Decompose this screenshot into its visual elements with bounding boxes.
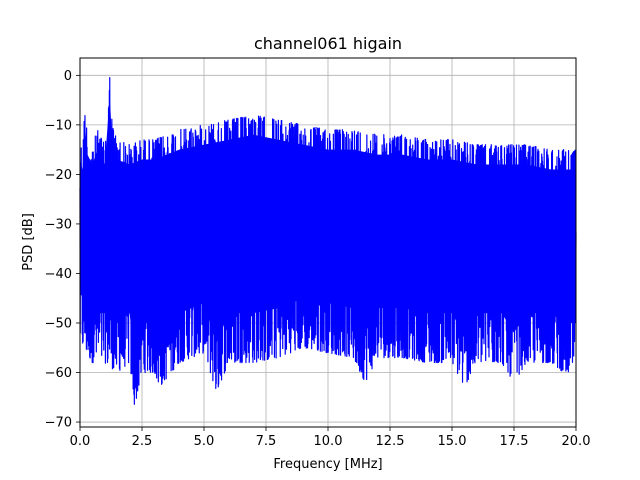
y-tick-label: 0 <box>64 69 72 84</box>
psd-series-band <box>80 95 576 358</box>
y-tick-label: −30 <box>45 217 72 232</box>
x-tick-label: 20.0 <box>562 434 591 449</box>
y-tick-label: −70 <box>45 416 72 431</box>
x-tick-label: 0.0 <box>70 434 91 449</box>
x-axis-ticks: 0.0 2.5 5.0 7.5 10.0 12.5 15.0 17.5 20.0 <box>70 427 591 449</box>
x-tick-label: 15.0 <box>438 434 467 449</box>
y-tick-label: −60 <box>45 366 72 381</box>
y-tick-label: −10 <box>45 118 72 133</box>
x-tick-label: 2.5 <box>132 434 153 449</box>
x-tick-label: 17.5 <box>500 434 529 449</box>
y-axis-label: PSD [dB] <box>21 213 36 271</box>
x-tick-label: 5.0 <box>194 434 215 449</box>
x-tick-label: 7.5 <box>256 434 277 449</box>
x-tick-label: 12.5 <box>376 434 405 449</box>
y-tick-label: −40 <box>45 267 72 282</box>
x-axis-label: Frequency [MHz] <box>273 457 382 472</box>
y-axis-ticks: 0 −10 −20 −30 −40 −50 −60 −70 <box>45 69 80 431</box>
chart-title: channel061 higain <box>254 34 402 53</box>
y-tick-label: −50 <box>45 316 72 331</box>
y-tick-label: −20 <box>45 168 72 183</box>
plot-area <box>79 76 577 405</box>
x-tick-label: 10.0 <box>314 434 343 449</box>
